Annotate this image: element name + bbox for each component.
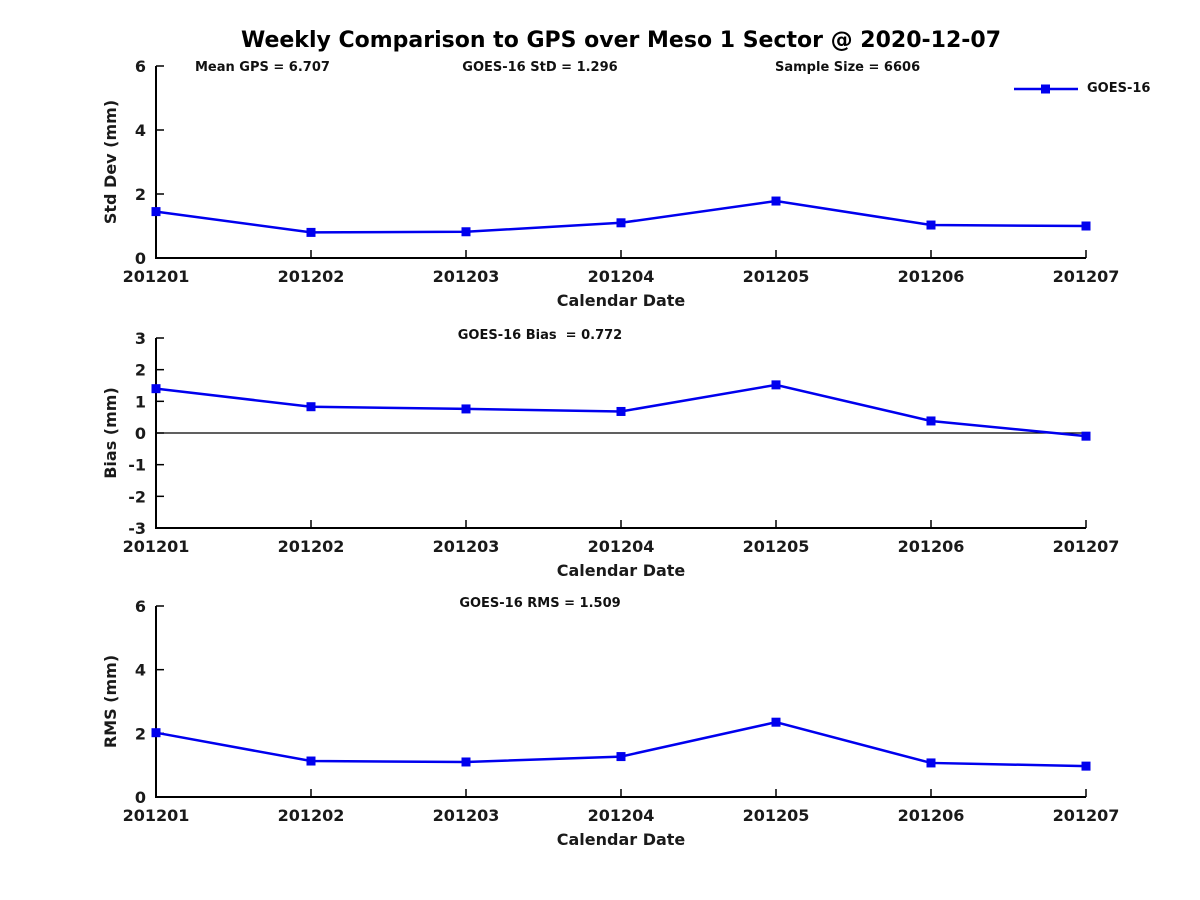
y-tick-label: 0 xyxy=(135,788,146,807)
x-tick-label: 201201 xyxy=(123,806,190,825)
data-point-201207 xyxy=(1081,431,1091,441)
data-point-201202 xyxy=(306,227,316,237)
subplot-2: -3 -2 -1 0 1 2 3 201201 201202 201203 201204 201205… xyxy=(101,329,1119,580)
x-tick-label: 201205 xyxy=(743,267,810,286)
data-point-201203 xyxy=(461,227,471,237)
annotation-goes16-rms: GOES-16 RMS = 1.509 xyxy=(459,596,621,611)
data-point-201206 xyxy=(926,416,936,426)
annotation-goes16-std: GOES-16 StD = 1.296 xyxy=(462,60,618,75)
figure-title: Weekly Comparison to GPS over Meso 1 Sec… xyxy=(240,28,1002,53)
x-tick-label: 201206 xyxy=(898,267,965,286)
x-tick-label: 201205 xyxy=(743,806,810,825)
annotation-sample-size: Sample Size = 6606 xyxy=(775,60,921,75)
x-axis-label: Calendar Date xyxy=(557,830,686,849)
x-tick-label: 201202 xyxy=(278,806,345,825)
x-tick-label: 201204 xyxy=(588,537,655,556)
data-point-201201 xyxy=(151,728,161,738)
y-tick-label: 3 xyxy=(135,329,146,348)
legend-line-icon xyxy=(1014,84,1078,93)
legend: GOES-16 xyxy=(1012,81,1150,96)
y-tick-label: 4 xyxy=(135,121,146,140)
data-point-201203 xyxy=(461,404,471,414)
data-point-201202 xyxy=(306,402,316,412)
data-point-201205 xyxy=(771,717,781,727)
y-tick-label: 2 xyxy=(135,361,146,380)
data-point-201207 xyxy=(1081,221,1091,231)
data-point-201202 xyxy=(306,756,316,766)
data-point-201207 xyxy=(1081,761,1091,771)
y-tick-label: 2 xyxy=(135,724,146,743)
x-tick-label: 201206 xyxy=(898,806,965,825)
y-tick-label: -3 xyxy=(128,519,146,538)
data-point-201204 xyxy=(616,406,626,416)
x-tick-label: 201203 xyxy=(433,806,500,825)
series-line-goes-16 xyxy=(155,199,1087,234)
y-tick-label: 1 xyxy=(135,392,146,411)
legend-label: GOES-16 xyxy=(1087,81,1151,96)
y-tick-label: 4 xyxy=(135,661,146,680)
annotation-mean-gps: Mean GPS = 6.707 xyxy=(195,60,330,75)
x-tick-label: 201206 xyxy=(898,537,965,556)
data-point-201204 xyxy=(616,752,626,762)
annotation-goes16-bias: GOES-16 Bias = 0.772 xyxy=(457,328,623,343)
data-point-201206 xyxy=(926,758,936,768)
y-tick-label: 6 xyxy=(135,57,146,76)
axes-spine xyxy=(155,606,1086,798)
y-tick-label: 0 xyxy=(135,424,146,443)
data-point-201205 xyxy=(771,196,781,206)
x-tick-label: 201203 xyxy=(433,537,500,556)
x-tick-label: 201204 xyxy=(588,806,655,825)
x-tick-label: 201204 xyxy=(588,267,655,286)
data-point-201204 xyxy=(616,218,626,228)
x-tick-label: 201203 xyxy=(433,267,500,286)
x-axis-label: Calendar Date xyxy=(557,291,686,310)
y-axis-label: Std Dev (mm) xyxy=(101,100,120,224)
y-axis-label: Bias (mm) xyxy=(101,387,120,479)
x-tick-label: 201205 xyxy=(743,537,810,556)
y-tick-label: 2 xyxy=(135,185,146,204)
x-tick-label: 201207 xyxy=(1053,537,1120,556)
x-tick-label: 201201 xyxy=(123,267,190,286)
y-tick-label: -1 xyxy=(128,456,146,475)
x-axis-label: Calendar Date xyxy=(557,561,686,580)
x-tick-label: 201201 xyxy=(123,537,190,556)
x-tick-label: 201207 xyxy=(1053,806,1120,825)
data-point-201203 xyxy=(461,757,471,767)
subplot-1: 0 2 4 6 201201 201202 201203 201204 201205 201206… xyxy=(101,57,1119,310)
legend-square-marker xyxy=(1041,84,1050,93)
x-tick-label: 201202 xyxy=(278,267,345,286)
data-point-201201 xyxy=(151,384,161,394)
x-tick-label: 201207 xyxy=(1053,267,1120,286)
y-tick-label: 0 xyxy=(135,249,146,268)
data-point-201206 xyxy=(926,220,936,230)
y-tick-label: 6 xyxy=(135,597,146,616)
data-point-201205 xyxy=(771,380,781,390)
y-axis-label: RMS (mm) xyxy=(101,655,120,748)
subplot-3: 0 2 4 6 201201 201202 201203 201204 201205 201206… xyxy=(101,597,1119,849)
y-tick-label: -2 xyxy=(128,487,146,506)
data-point-201201 xyxy=(151,207,161,217)
x-tick-label: 201202 xyxy=(278,537,345,556)
